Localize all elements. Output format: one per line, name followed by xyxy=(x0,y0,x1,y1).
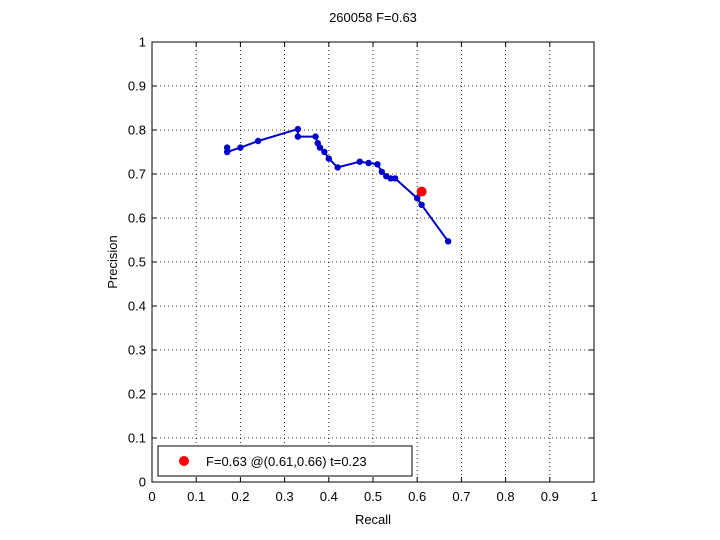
x-tick-label: 0.7 xyxy=(452,489,470,504)
data-point xyxy=(378,168,386,175)
data-point xyxy=(223,148,231,156)
data-point xyxy=(312,133,319,140)
x-axis-label: Recall xyxy=(355,512,391,527)
data-point xyxy=(321,148,328,156)
x-tick-label: 0.9 xyxy=(541,489,559,504)
legend-text: F=0.63 @(0.61,0.66) t=0.23 xyxy=(206,454,367,469)
data-point xyxy=(325,155,332,162)
data-point xyxy=(387,175,394,182)
data-point xyxy=(444,238,452,245)
legend: F=0.63 @(0.61,0.66) t=0.23 xyxy=(157,445,413,477)
y-tick-label: 0.4 xyxy=(128,299,146,314)
data-point xyxy=(356,158,363,165)
y-tick-label: 0.8 xyxy=(128,123,146,138)
x-tick-label: 0.5 xyxy=(364,489,382,504)
x-tick-label: 0.4 xyxy=(320,489,338,504)
x-tick-label: 0 xyxy=(148,489,155,504)
data-point xyxy=(414,195,421,202)
y-tick-label: 1 xyxy=(139,35,146,50)
data-point xyxy=(237,144,244,151)
y-axis-label: Precision xyxy=(105,235,120,288)
data-point xyxy=(294,125,302,133)
data-point xyxy=(374,161,381,168)
x-tick-label: 0.6 xyxy=(408,489,426,504)
y-tick-label: 0.3 xyxy=(128,343,146,358)
x-tick-label: 0.1 xyxy=(187,489,205,504)
data-point xyxy=(294,133,302,140)
x-tick-label: 1 xyxy=(590,489,597,504)
data-point xyxy=(334,164,341,171)
y-tick-label: 0.7 xyxy=(128,167,146,182)
legend-marker xyxy=(179,456,189,466)
data-point xyxy=(418,201,425,208)
data-point xyxy=(223,144,231,151)
y-tick-label: 0.2 xyxy=(128,387,146,402)
data-point xyxy=(316,144,324,151)
y-tick-label: 0.6 xyxy=(128,211,146,226)
axes: 0 0.1 0.2 0.3 0.4 0.5 0.6 0.7 0.8 0.9 1 0 0.1 0.2 0.3 0… xyxy=(128,35,598,505)
chart-title: 260058 F=0.63 xyxy=(329,10,417,25)
y-tick-label: 0.5 xyxy=(128,255,146,270)
y-tick-label: 0 xyxy=(139,475,146,490)
x-tick-label: 0.3 xyxy=(276,489,294,504)
x-tick-label: 0.8 xyxy=(497,489,515,504)
highlight xyxy=(416,186,427,197)
data-point xyxy=(254,137,262,145)
axes-box xyxy=(151,41,595,483)
x-tick-label: 0.2 xyxy=(231,489,249,504)
best-f-point xyxy=(416,186,427,197)
legend-box xyxy=(157,445,413,477)
data-point xyxy=(365,159,372,167)
series xyxy=(223,125,452,245)
data-point xyxy=(391,175,399,182)
y-tick-label: 0.1 xyxy=(128,431,146,446)
grid xyxy=(152,42,594,482)
y-tick-label: 0.9 xyxy=(128,79,146,94)
